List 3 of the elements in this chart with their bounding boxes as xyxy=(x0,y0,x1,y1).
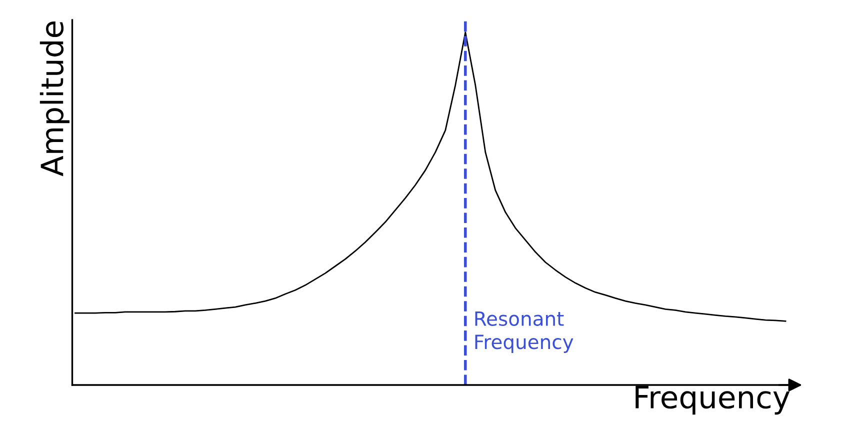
x-axis-title: Frequency xyxy=(636,386,790,415)
y-axis-title: Amplitude xyxy=(40,22,70,176)
annotation: Resonant Frequency xyxy=(475,312,574,353)
